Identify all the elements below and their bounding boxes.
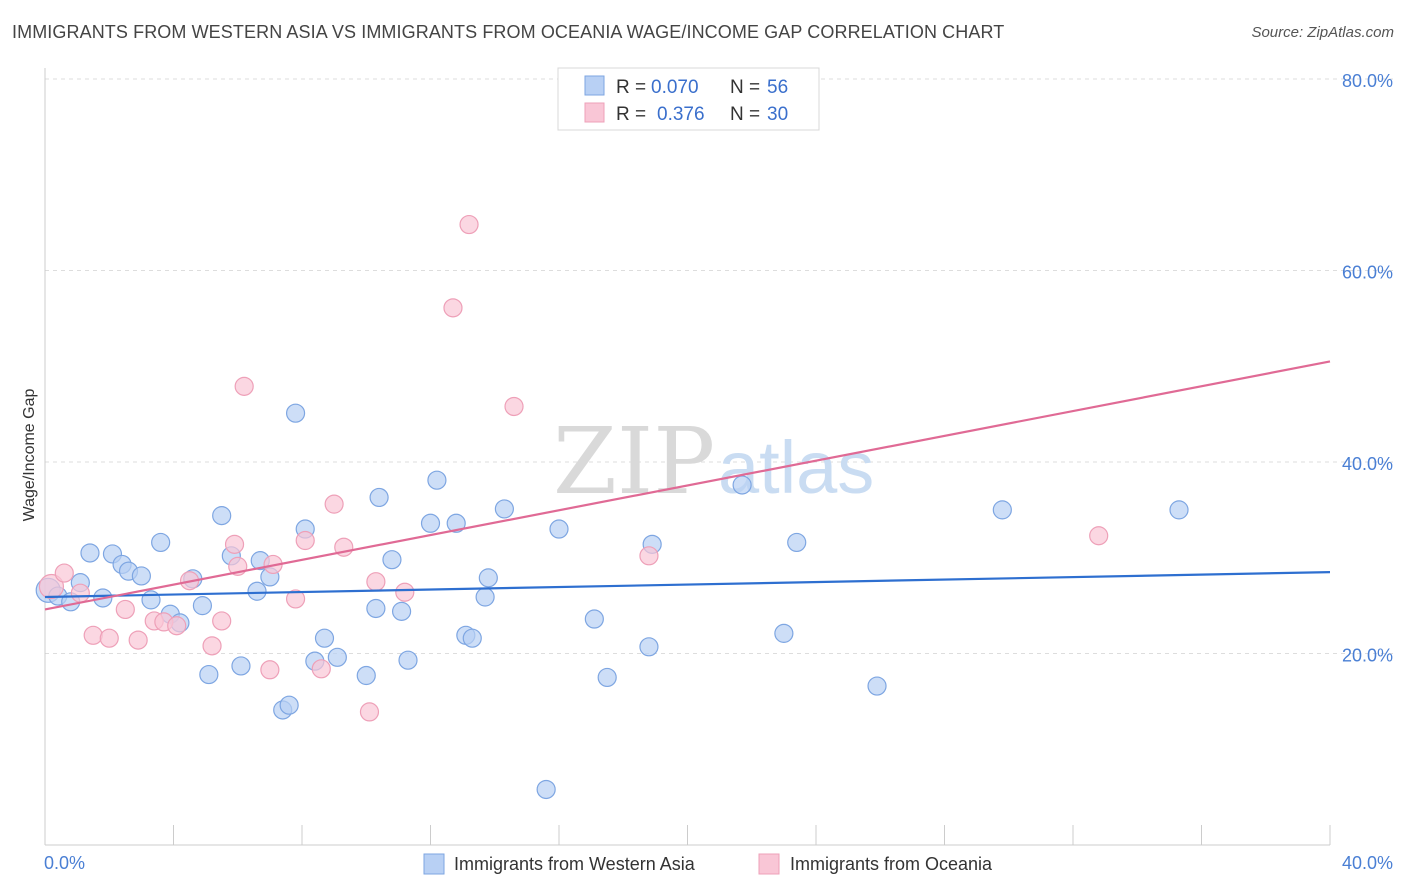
oceania-point-9 — [167, 616, 187, 636]
western-asia-point-33 — [382, 550, 402, 570]
stats-legend: R = 0.070 N = 56 R = 0.376 N = 30 — [557, 67, 820, 131]
legend-n-label-2: N = — [730, 104, 760, 125]
western-asia-point-38 — [446, 513, 466, 533]
western-asia-point-37 — [427, 470, 447, 490]
western-asia-point-34 — [391, 601, 412, 621]
source-credit: Source: ZipAtlas.com — [1251, 24, 1394, 41]
western-asia-point-55 — [1169, 500, 1189, 520]
western-asia-point-29 — [327, 647, 347, 667]
western-asia-point-28 — [314, 628, 335, 648]
y-tick-label-3: 80.0% — [1342, 71, 1393, 91]
western-asia-point-11 — [151, 532, 171, 553]
western-asia-point-31 — [366, 598, 386, 619]
oceania-point-12 — [212, 611, 232, 631]
oceania-point-2 — [70, 583, 90, 603]
series-oceania-points — [38, 214, 1109, 722]
western-asia-point-24 — [279, 695, 299, 715]
oceania-point-20 — [311, 659, 331, 679]
y-axis-title: Wage/Income Gap — [21, 389, 38, 522]
oceania-point-4 — [99, 628, 119, 648]
western-asia-point-16 — [199, 664, 219, 685]
western-asia-point-36 — [420, 513, 441, 533]
oceania-point-15 — [234, 376, 254, 396]
western-asia-point-35 — [398, 650, 418, 670]
western-asia-point-50 — [732, 475, 752, 495]
western-asia-point-9 — [131, 566, 151, 586]
western-asia-point-41 — [475, 587, 495, 607]
western-asia-point-47 — [597, 667, 617, 688]
y-tick-label-0: 20.0% — [1342, 646, 1393, 666]
western-asia-point-48 — [639, 637, 659, 657]
legend-n-value-2: 30 — [767, 104, 788, 125]
western-asia-point-40 — [462, 628, 482, 648]
trend-lines — [44, 360, 1331, 611]
bottom-legend-label-oceania: Immigrants from Oceania — [790, 854, 993, 874]
watermark-zip: ZIP — [553, 408, 715, 515]
western-asia-point-4 — [80, 543, 100, 563]
trend-line-western-asia — [44, 571, 1331, 599]
oceania-point-27 — [459, 214, 479, 235]
oceania-point-18 — [285, 589, 306, 609]
legend-r-label-1: R = — [616, 77, 646, 98]
western-asia-point-54 — [992, 500, 1012, 520]
oceania-point-21 — [324, 494, 344, 514]
bottom-legend-label-western-asia: Immigrants from Western Asia — [454, 854, 696, 874]
oceania-point-24 — [366, 572, 386, 592]
western-asia-point-25 — [285, 403, 306, 423]
oceania-point-25 — [395, 582, 415, 602]
legend-n-label-1: N = — [730, 77, 760, 98]
western-asia-point-19 — [231, 656, 251, 676]
oceania-point-26 — [443, 298, 463, 318]
x-tick-label-max: 40.0% — [1342, 853, 1393, 873]
chart-title: IMMIGRANTS FROM WESTERN ASIA VS IMMIGRAN… — [12, 22, 1005, 42]
oceania-point-5 — [115, 599, 135, 620]
legend-r-label-2: R = — [616, 104, 646, 125]
y-tick-label-1: 40.0% — [1342, 454, 1393, 474]
legend-swatch-oceania — [584, 102, 605, 123]
oceania-point-29 — [639, 546, 659, 566]
bottom-legend-swatch-oceania — [758, 853, 780, 875]
western-asia-point-53 — [867, 676, 887, 696]
western-asia-point-10 — [141, 590, 161, 610]
oceania-point-30 — [1089, 526, 1109, 546]
x-tick-label-min: 0.0% — [44, 853, 85, 873]
oceania-point-3 — [83, 625, 103, 645]
y-tick-label-2: 60.0% — [1342, 263, 1393, 283]
western-asia-point-30 — [356, 665, 376, 686]
legend-r-value-2: 0.376 — [657, 104, 705, 125]
legend-r-value-1: 0.070 — [651, 77, 699, 98]
oceania-point-28 — [504, 396, 524, 417]
western-asia-point-44 — [536, 779, 556, 800]
western-asia-point-43 — [494, 499, 514, 519]
western-asia-point-52 — [787, 532, 807, 553]
western-asia-point-51 — [774, 623, 794, 643]
western-asia-point-15 — [192, 596, 213, 616]
oceania-point-11 — [202, 636, 222, 656]
western-asia-point-17 — [212, 506, 232, 526]
western-asia-point-42 — [478, 568, 498, 588]
watermark: ZIP atlas — [553, 408, 874, 515]
western-asia-point-45 — [549, 519, 569, 539]
legend-swatch-western-asia — [584, 75, 605, 96]
oceania-point-6 — [128, 630, 148, 650]
western-asia-point-32 — [369, 487, 389, 508]
trend-line-oceania — [44, 360, 1331, 611]
watermark-atlas: atlas — [718, 426, 874, 509]
oceania-point-0 — [38, 573, 65, 600]
western-asia-point-46 — [584, 609, 604, 629]
series-legend: Immigrants from Western Asia Immigrants … — [423, 853, 993, 875]
oceania-point-19 — [295, 530, 315, 551]
legend-n-value-1: 56 — [767, 77, 788, 98]
oceania-point-1 — [54, 563, 74, 583]
oceania-point-17 — [260, 660, 280, 680]
oceania-point-23 — [359, 702, 380, 722]
y-tick-labels: 20.0% 40.0% 60.0% 80.0% — [1342, 71, 1393, 666]
oceania-point-13 — [224, 534, 245, 554]
bottom-legend-swatch-western-asia — [423, 853, 445, 875]
western-asia-point-20 — [247, 581, 267, 601]
axes — [44, 68, 1331, 846]
